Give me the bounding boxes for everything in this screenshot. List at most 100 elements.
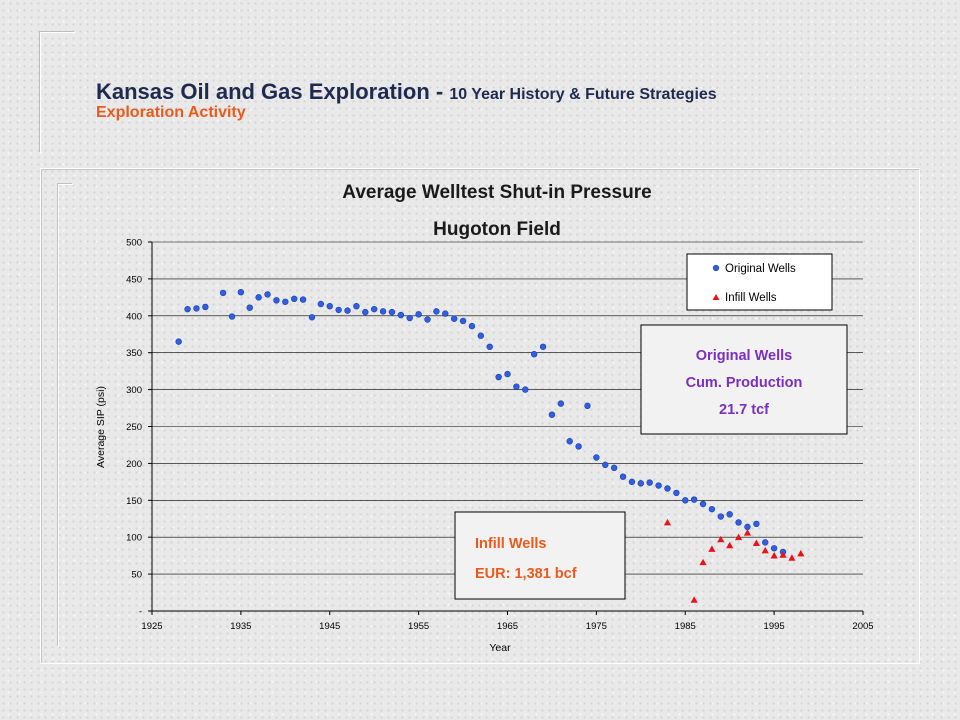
annotation-original-line1: Original Wells xyxy=(696,348,792,364)
legend-original-marker xyxy=(712,264,720,272)
original-well-point xyxy=(344,307,351,314)
original-well-point xyxy=(291,295,298,303)
original-well-point xyxy=(717,513,724,520)
original-well-point xyxy=(335,306,342,314)
original-well-point xyxy=(664,485,671,492)
original-well-point xyxy=(353,303,360,310)
infill-well-point xyxy=(690,596,698,603)
original-well-point xyxy=(175,338,182,345)
original-well-point xyxy=(699,500,707,508)
original-well-point xyxy=(450,315,458,322)
legend-infill-label: Infill Wells xyxy=(725,292,777,304)
annotation-original-box xyxy=(640,324,848,435)
y-tick-label: 400 xyxy=(126,311,142,322)
original-well-point xyxy=(415,311,422,318)
slide-corner-frame xyxy=(40,32,75,153)
annotation-original-line2: Cum. Production xyxy=(686,375,803,391)
original-well-point xyxy=(424,316,431,323)
x-tick-label: 1945 xyxy=(319,621,340,632)
original-well-point xyxy=(753,520,760,528)
legend: Original Wells Infill Wells xyxy=(686,253,833,311)
original-well-point xyxy=(495,373,502,381)
annotation-infill-line2: EUR: 1,381 bcf xyxy=(475,566,577,582)
x-tick-label: 1985 xyxy=(675,621,696,632)
original-well-point xyxy=(513,383,520,390)
chart-side-strip xyxy=(58,184,73,647)
infill-well-point xyxy=(708,545,716,552)
legend-infill-marker xyxy=(712,294,720,300)
infill-well-point xyxy=(770,552,778,559)
infill-well-point xyxy=(761,546,769,554)
original-well-point xyxy=(264,291,271,298)
y-tick-label: 500 xyxy=(126,238,142,249)
original-well-point xyxy=(744,523,751,531)
original-well-point xyxy=(406,314,413,322)
original-well-point xyxy=(690,496,698,503)
infill-well-point xyxy=(752,539,760,546)
x-tick-label: 1955 xyxy=(408,621,429,632)
original-well-point xyxy=(610,464,618,472)
slide-title-separator: - xyxy=(429,79,450,104)
original-well-point xyxy=(397,311,405,319)
original-well-point xyxy=(726,511,733,518)
original-well-point xyxy=(593,454,600,461)
original-well-point xyxy=(548,411,556,418)
y-tick-label: 200 xyxy=(126,459,142,470)
original-well-point xyxy=(602,461,609,469)
slide-title-sub: 10 Year History & Future Strategies xyxy=(449,86,717,103)
infill-well-point xyxy=(717,535,725,543)
original-well-point xyxy=(273,297,280,304)
infill-well-point xyxy=(779,551,787,558)
annotation-infill-wells: Infill Wells EUR: 1,381 bcf xyxy=(454,511,626,600)
original-well-point xyxy=(379,308,387,315)
legend-original-label: Original Wells xyxy=(725,263,796,275)
original-well-point xyxy=(362,308,369,316)
x-tick-label: 2005 xyxy=(852,621,873,632)
original-well-point xyxy=(228,313,236,320)
x-tick-label: 1925 xyxy=(141,621,162,632)
original-well-point xyxy=(557,400,565,407)
original-well-point xyxy=(655,482,662,489)
slide-title: Kansas Oil and Gas Exploration - 10 Year… xyxy=(96,70,717,107)
original-well-point xyxy=(477,332,485,339)
original-well-point xyxy=(530,350,538,358)
x-tick-label: 1975 xyxy=(586,621,607,632)
annotation-infill-box xyxy=(454,511,626,600)
original-well-point xyxy=(566,438,573,445)
y-tick-label: 150 xyxy=(126,496,142,507)
infill-well-point xyxy=(726,541,734,549)
y-tick-label: 350 xyxy=(126,348,142,359)
infill-well-point xyxy=(797,549,805,557)
original-well-point xyxy=(539,343,547,350)
original-well-point xyxy=(202,303,209,311)
original-well-point xyxy=(184,305,191,313)
x-axis-label: Year xyxy=(489,642,511,654)
chart-subtitle: Hugoton Field xyxy=(433,219,561,240)
original-well-point xyxy=(299,296,307,303)
original-well-point xyxy=(193,305,200,312)
y-tick-label: 50 xyxy=(131,570,142,581)
y-axis-label: Average SIP (psi) xyxy=(95,386,107,468)
original-well-point xyxy=(522,386,529,393)
original-well-point xyxy=(762,539,769,546)
original-well-point xyxy=(504,370,511,378)
original-well-point xyxy=(575,443,582,450)
annotation-infill-line1: Infill Wells xyxy=(475,536,546,552)
chart-points xyxy=(175,288,805,603)
original-well-point xyxy=(317,300,325,308)
original-well-point xyxy=(770,545,778,552)
original-well-point xyxy=(219,289,227,297)
original-well-point xyxy=(673,489,680,497)
original-well-point xyxy=(326,303,333,310)
original-well-point xyxy=(388,308,396,316)
x-tick-label: 1965 xyxy=(497,621,518,632)
y-axis-ticks: - 50 100 150 200 250 300 350 400 450 500 xyxy=(126,238,152,618)
infill-well-point xyxy=(663,518,672,526)
x-axis-ticks: 1925 1935 1945 1955 1965 1975 1985 1995 2005 xyxy=(141,611,874,632)
original-well-point xyxy=(255,294,262,301)
annotation-original-wells: Original Wells Cum. Production 21.7 tcf xyxy=(640,324,848,435)
legend-box xyxy=(686,253,833,311)
original-well-point xyxy=(486,343,493,350)
original-well-point xyxy=(646,479,653,486)
infill-well-point xyxy=(734,533,743,541)
